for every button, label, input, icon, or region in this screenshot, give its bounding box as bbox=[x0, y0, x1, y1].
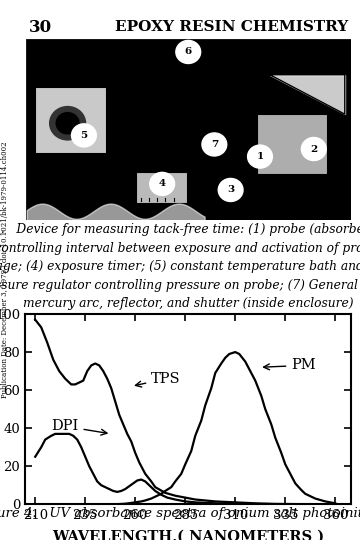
Bar bbox=[136, 172, 188, 204]
Circle shape bbox=[72, 124, 96, 147]
Text: 2: 2 bbox=[310, 145, 317, 153]
Circle shape bbox=[56, 113, 79, 134]
Text: Figure 3.   Device for measuring tack-free time: (1) probe (absorbent cotton);
(: Figure 3. Device for measuring tack-free… bbox=[0, 223, 360, 310]
Bar bbox=[136, 172, 188, 204]
Text: Figure 4.   UV absorbance spectra of onium salt photoinitiators: Figure 4. UV absorbance spectra of onium… bbox=[0, 507, 360, 520]
Bar bbox=[257, 114, 328, 175]
Circle shape bbox=[176, 40, 201, 64]
X-axis label: WAVELENGTH,( NANOMETERS ): WAVELENGTH,( NANOMETERS ) bbox=[52, 530, 324, 540]
Circle shape bbox=[301, 138, 326, 160]
Text: Publication Date: December 3, 1979 | doi: 10.1021/bk-1979-0114.ch002: Publication Date: December 3, 1979 | doi… bbox=[0, 141, 8, 399]
Text: EPOXY RESIN CHEMISTRY: EPOXY RESIN CHEMISTRY bbox=[115, 20, 348, 34]
Text: 6: 6 bbox=[184, 48, 192, 57]
Text: TPS: TPS bbox=[135, 372, 181, 387]
Circle shape bbox=[202, 133, 226, 156]
Circle shape bbox=[150, 172, 174, 195]
Text: 7: 7 bbox=[211, 140, 218, 149]
Text: PM: PM bbox=[264, 359, 316, 373]
Text: 5: 5 bbox=[80, 131, 87, 140]
Text: 30: 30 bbox=[28, 19, 51, 36]
Circle shape bbox=[218, 178, 243, 201]
Text: 3: 3 bbox=[227, 185, 234, 194]
Text: 4: 4 bbox=[158, 179, 166, 188]
Text: DPI: DPI bbox=[51, 419, 107, 435]
Text: 1: 1 bbox=[256, 152, 264, 161]
Bar bbox=[35, 87, 107, 153]
Circle shape bbox=[247, 145, 272, 168]
Bar bbox=[257, 114, 328, 175]
Bar bbox=[35, 87, 107, 153]
Polygon shape bbox=[270, 75, 345, 114]
Circle shape bbox=[50, 106, 85, 140]
